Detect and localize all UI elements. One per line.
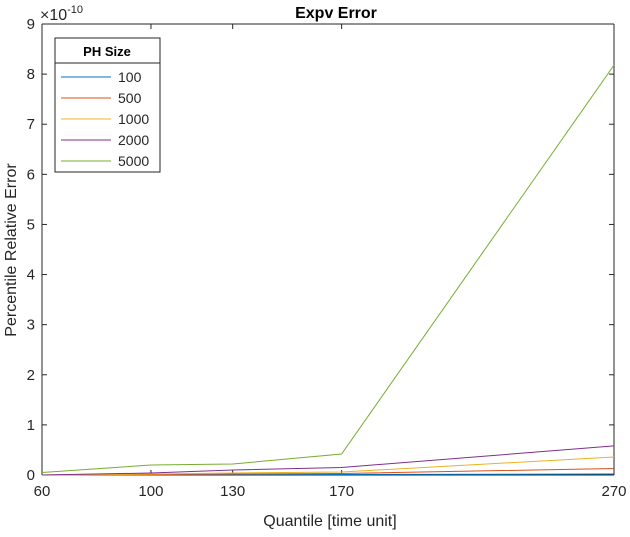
x-tick-label: 270 xyxy=(601,483,626,500)
y-tick-label: 9 xyxy=(27,16,35,33)
x-tick-label: 60 xyxy=(34,483,51,500)
y-exponent-label: ×10-10 xyxy=(40,4,83,24)
y-axis-label: Percentile Relative Error xyxy=(3,163,20,337)
y-tick-label: 8 xyxy=(27,66,35,83)
y-exponent-base: ×10 xyxy=(40,7,67,24)
y-tick-label: 6 xyxy=(27,166,35,183)
y-tick-label: 4 xyxy=(27,267,35,284)
y-tick-label: 2 xyxy=(27,367,35,384)
y-tick-label: 7 xyxy=(27,116,35,133)
x-tick-label: 170 xyxy=(329,483,354,500)
x-tick-label: 130 xyxy=(220,483,245,500)
legend-label-100: 100 xyxy=(118,69,142,85)
legend-label-5000: 5000 xyxy=(118,153,149,169)
y-tick-label: 1 xyxy=(27,417,35,434)
legend: PH Size 100 500 1000 2000 5000 xyxy=(54,37,161,173)
x-tick-label: 100 xyxy=(138,483,163,500)
legend-title: PH Size xyxy=(83,44,131,59)
y-exponent-power: -10 xyxy=(67,4,83,16)
y-tick-label: 5 xyxy=(27,216,35,233)
legend-box xyxy=(54,37,161,173)
legend-label-500: 500 xyxy=(118,90,142,106)
y-tick-label: 0 xyxy=(27,467,35,484)
chart-title: Expv Error xyxy=(295,5,377,22)
legend-label-2000: 2000 xyxy=(118,132,149,148)
series-line-2000 xyxy=(41,445,615,476)
legend-label-1000: 1000 xyxy=(118,111,149,127)
y-tick-label: 3 xyxy=(27,317,35,334)
series-line-5000 xyxy=(41,64,615,473)
x-axis-label: Quantile [time unit] xyxy=(263,513,396,530)
series-line-1000 xyxy=(41,456,615,476)
